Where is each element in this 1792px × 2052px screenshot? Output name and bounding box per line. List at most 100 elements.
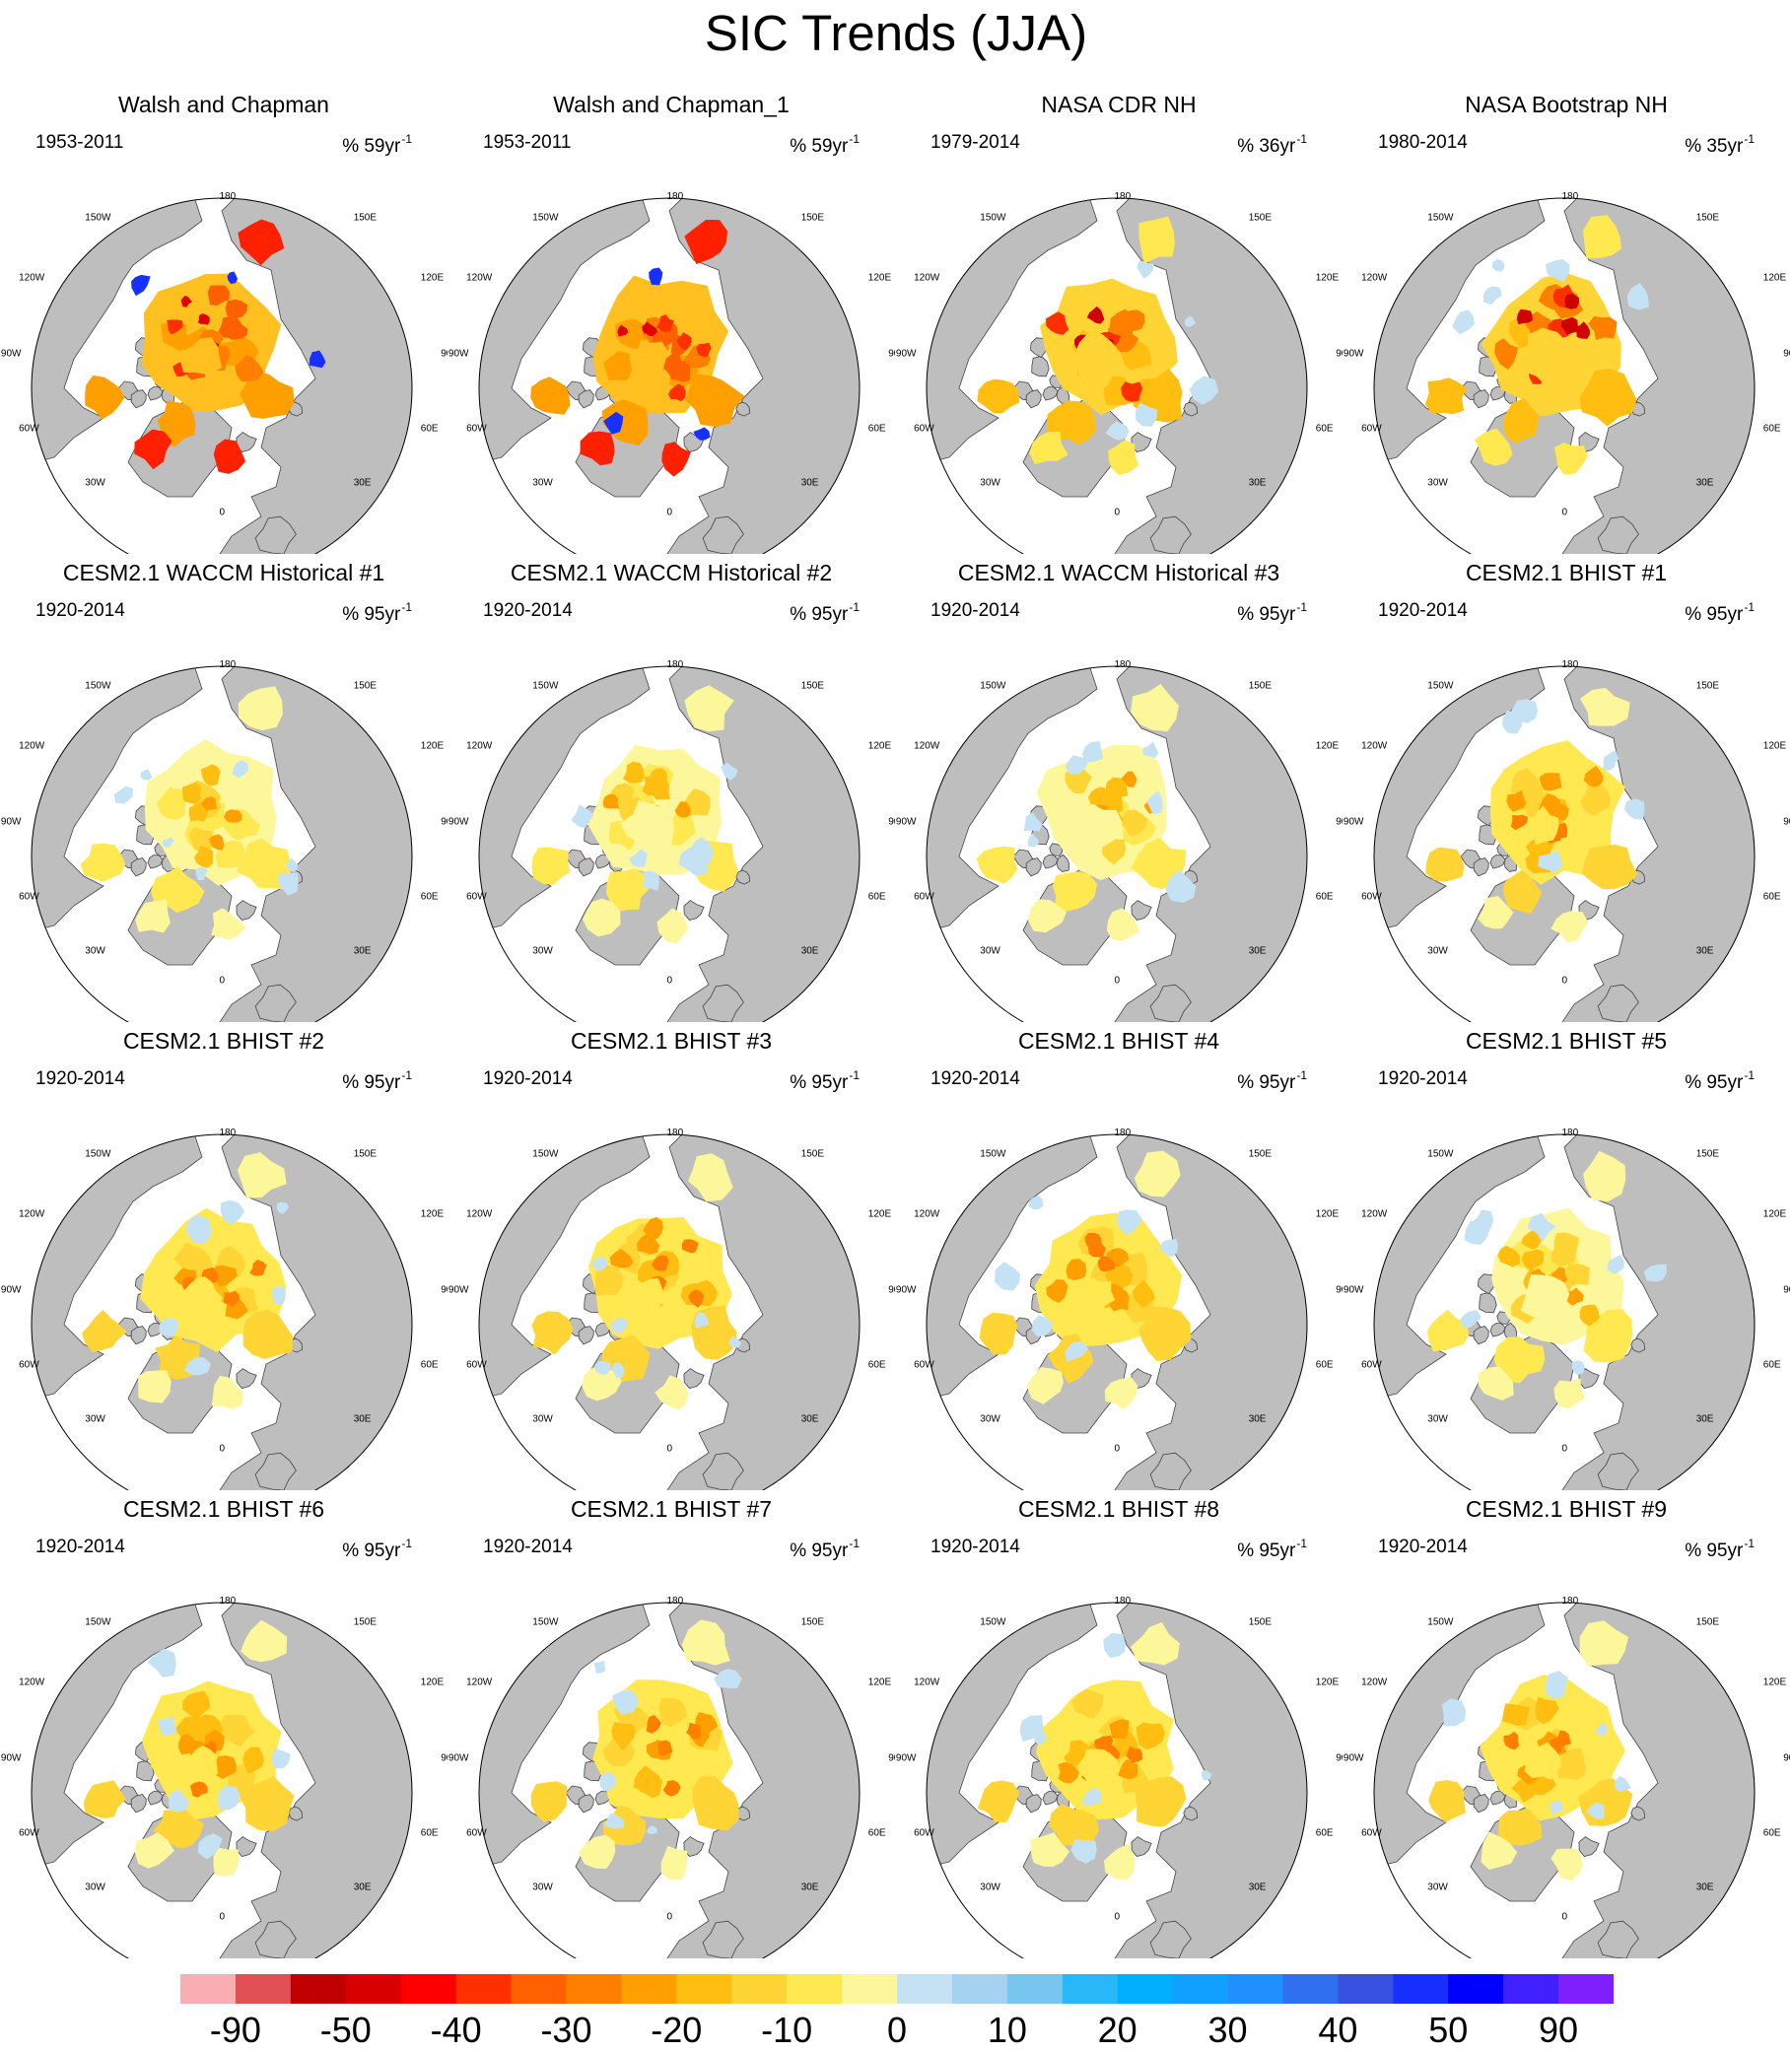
panel-title: CESM2.1 WACCM Historical #3 bbox=[957, 560, 1280, 585]
longitude-label: 30W bbox=[980, 477, 1000, 488]
panel-period: 1920-2014 bbox=[483, 1068, 573, 1089]
longitude-label: 150E bbox=[1249, 213, 1273, 224]
longitude-label: 150W bbox=[1427, 213, 1454, 224]
longitude-label: 60E bbox=[421, 1827, 439, 1838]
longitude-label: 120E bbox=[868, 273, 892, 284]
longitude-label: 30E bbox=[1249, 477, 1267, 488]
panel-period: 1920-2014 bbox=[483, 600, 573, 621]
longitude-label: 30E bbox=[1249, 945, 1267, 956]
longitude-label: 0 bbox=[220, 1911, 226, 1922]
panel-period: 1920-2014 bbox=[930, 600, 1020, 621]
longitude-label: 60E bbox=[868, 1827, 886, 1838]
longitude-label: 150W bbox=[85, 1149, 111, 1160]
longitude-label: 0 bbox=[1562, 507, 1568, 517]
longitude-label: 30E bbox=[1696, 477, 1714, 488]
panel-period: 1920-2014 bbox=[930, 1537, 1020, 1557]
colorbar-swatch bbox=[1503, 1974, 1559, 2004]
map-panel: CESM2.1 BHIST #1 1920-2014 % 95yr-1 180 150W… bbox=[1343, 559, 1790, 1022]
longitude-label: 150W bbox=[1427, 1617, 1454, 1628]
longitude-label: 150E bbox=[1249, 1149, 1273, 1160]
longitude-label: 150E bbox=[801, 1617, 825, 1628]
longitude-label: 120W bbox=[466, 741, 493, 752]
longitude-label: 0 bbox=[1115, 975, 1121, 986]
longitude-label: 90E bbox=[888, 349, 895, 360]
longitude-label: 60W bbox=[1361, 1827, 1382, 1838]
panel-period: 1920-2014 bbox=[35, 1068, 125, 1089]
longitude-label: 120E bbox=[1316, 1677, 1340, 1688]
longitude-label: 30E bbox=[801, 1881, 819, 1892]
colorbar-tick-label: -20 bbox=[651, 2010, 703, 2050]
longitude-label: 60E bbox=[868, 891, 886, 902]
polar-map: 180 150W 150E 120W 120E 90W 90E 60W 60E 30W 30E 0 bbox=[1, 191, 448, 554]
colorbar-swatch bbox=[511, 1974, 567, 2004]
longitude-label: 0 bbox=[667, 507, 673, 517]
longitude-label: 90E bbox=[888, 817, 895, 828]
longitude-label: 30E bbox=[1696, 1881, 1714, 1892]
longitude-label: 60E bbox=[1316, 891, 1334, 902]
panel-significance: % 95yr-1 bbox=[1685, 600, 1755, 625]
longitude-label: 30E bbox=[801, 477, 819, 488]
panel-significance: % 95yr-1 bbox=[342, 600, 412, 625]
longitude-label: 30W bbox=[532, 1413, 553, 1424]
longitude-label: 180 bbox=[220, 1596, 237, 1607]
longitude-label: 90W bbox=[896, 817, 917, 828]
panel-period: 1953-2011 bbox=[483, 132, 572, 153]
map-panel: Walsh and Chapman_1 1953-2011% 59yr-1 180 1… bbox=[448, 91, 895, 554]
panel-significance: % 95yr-1 bbox=[790, 1068, 860, 1093]
longitude-label: 30W bbox=[1427, 1881, 1448, 1892]
polar-map: 180 150W 150E 120W 120E 90W 90E 60W 60E 30W 30E 0 bbox=[1, 659, 448, 1022]
colorbar-swatch bbox=[290, 1974, 347, 2004]
longitude-label: 120W bbox=[19, 273, 45, 284]
polar-map: 180 150W 150E 120W 120E 90W 90E 60W 60E 30W 30E 0 bbox=[448, 659, 895, 1022]
longitude-label: 120W bbox=[19, 1677, 45, 1688]
longitude-label: 120W bbox=[19, 1209, 45, 1220]
polar-map: 180 150W 150E 120W 120E 90W 90E 60W 60E 30W 30E 0 bbox=[448, 1596, 895, 1958]
longitude-label: 60E bbox=[1763, 1359, 1781, 1370]
longitude-label: 180 bbox=[667, 191, 684, 202]
longitude-label: 30E bbox=[1249, 1881, 1267, 1892]
figure-title: SIC Trends (JJA) bbox=[704, 5, 1088, 61]
colorbar-swatch bbox=[1338, 1974, 1394, 2004]
longitude-label: 150W bbox=[85, 1617, 111, 1628]
longitude-label: 30W bbox=[85, 477, 105, 488]
colorbar-swatch bbox=[235, 1974, 292, 2004]
longitude-label: 150W bbox=[980, 1149, 1006, 1160]
panel-period: 1953-2011 bbox=[35, 132, 124, 153]
panel-title: CESM2.1 BHIST #5 bbox=[1465, 1028, 1668, 1054]
colorbar-swatch bbox=[180, 1974, 237, 2004]
panel-period: 1980-2014 bbox=[1378, 132, 1468, 153]
longitude-label: 60E bbox=[868, 423, 886, 434]
colorbar-swatch bbox=[787, 1974, 843, 2004]
longitude-label: 30W bbox=[1427, 945, 1448, 956]
longitude-label: 150E bbox=[1249, 681, 1273, 692]
panel-period: 1920-2014 bbox=[483, 1537, 573, 1557]
longitude-label: 60E bbox=[1763, 1827, 1781, 1838]
panel-significance: % 95yr-1 bbox=[1237, 1537, 1307, 1561]
longitude-label: 30W bbox=[1427, 477, 1448, 488]
longitude-label: 150W bbox=[85, 213, 111, 224]
longitude-label: 150E bbox=[1696, 1149, 1720, 1160]
longitude-label: 60W bbox=[19, 1827, 39, 1838]
longitude-label: 90E bbox=[888, 1285, 895, 1296]
longitude-label: 60W bbox=[914, 1827, 934, 1838]
colorbar-tick-label: 40 bbox=[1318, 2010, 1358, 2050]
longitude-label: 180 bbox=[220, 1128, 237, 1138]
panel-title: CESM2.1 BHIST #8 bbox=[1017, 1496, 1220, 1522]
longitude-label: 90E bbox=[1783, 349, 1790, 360]
longitude-label: 150W bbox=[532, 1149, 559, 1160]
longitude-label: 150E bbox=[354, 1617, 378, 1628]
longitude-label: 0 bbox=[220, 1443, 226, 1454]
map-panel: CESM2.1 BHIST #8 1920-2014 % 95yr-1 180 150W… bbox=[895, 1495, 1343, 1958]
longitude-label: 30E bbox=[1696, 1413, 1714, 1424]
longitude-label: 60W bbox=[19, 891, 39, 902]
map-panel: CESM2.1 BHIST #7 1920-2014 % 95yr-1 180 150W… bbox=[448, 1495, 895, 1958]
longitude-label: 60W bbox=[1361, 423, 1382, 434]
longitude-label: 120W bbox=[1361, 741, 1388, 752]
longitude-label: 180 bbox=[1115, 659, 1132, 670]
colorbar-tick-label: -10 bbox=[761, 2010, 813, 2050]
longitude-label: 120E bbox=[1763, 1209, 1787, 1220]
colorbar-tick-label: 30 bbox=[1207, 2010, 1248, 2050]
longitude-label: 0 bbox=[1562, 1911, 1568, 1922]
longitude-label: 120E bbox=[868, 1209, 892, 1220]
panel-title: Walsh and Chapman bbox=[118, 92, 329, 117]
